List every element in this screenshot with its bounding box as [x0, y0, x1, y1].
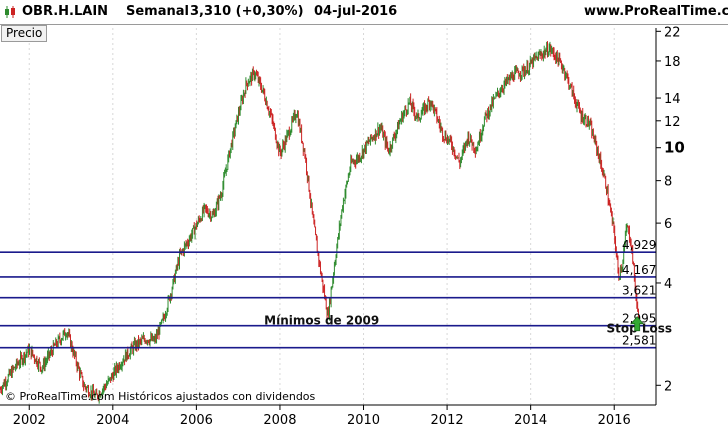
level-label: 4,167: [622, 263, 656, 277]
x-tick-label: 2014: [514, 413, 547, 428]
y-tick-label: 22: [664, 25, 681, 40]
y-tick-label: 10: [664, 139, 685, 157]
period-label: Semanal: [126, 4, 189, 19]
grid-lines: [28, 28, 615, 405]
quote-label: 3,310 (+0,30%): [190, 4, 304, 19]
date-label: 04-jul-2016: [314, 4, 398, 19]
up-arrow-icon: [630, 316, 645, 332]
annotation: Mínimos de 2009: [264, 313, 379, 327]
axes: 22 18 14 12 10 8 6 4 2 2002 2004 2006 2008 2010 2012 20…: [0, 25, 685, 428]
candlestick-icon: [5, 6, 15, 18]
y-tick-label: 14: [664, 92, 681, 107]
chart-header: OBR.H.LAIN Semanal 3,310 (+0,30%) 04-jul…: [0, 0, 728, 25]
y-tick-label: 12: [664, 115, 681, 130]
level-label: 2,581: [622, 334, 656, 348]
y-tick-label: 6: [664, 217, 672, 232]
x-tick-label: 2002: [13, 413, 46, 428]
level-label: 4,929: [622, 238, 656, 252]
y-tick-label: 2: [664, 379, 672, 394]
x-tick-label: 2008: [263, 413, 296, 428]
y-tick-label: 4: [664, 277, 672, 292]
x-tick-label: 2012: [431, 413, 464, 428]
site-label: www.ProRealTime.com: [584, 4, 728, 19]
y-tick-label: 8: [664, 175, 672, 190]
level-label: 3,621: [622, 284, 656, 298]
y-tick-label: 18: [664, 55, 681, 70]
x-tick-label: 2004: [96, 413, 129, 428]
footer-note: © ProRealTime.com Históricos ajustados c…: [5, 390, 316, 403]
x-tick-label: 2010: [347, 413, 380, 428]
candlesticks: [0, 41, 639, 404]
symbol-label: OBR.H.LAIN: [22, 4, 109, 19]
panel-label: Precio: [1, 25, 48, 42]
x-tick-label: 2006: [180, 413, 213, 428]
x-tick-label: 2016: [598, 413, 631, 428]
